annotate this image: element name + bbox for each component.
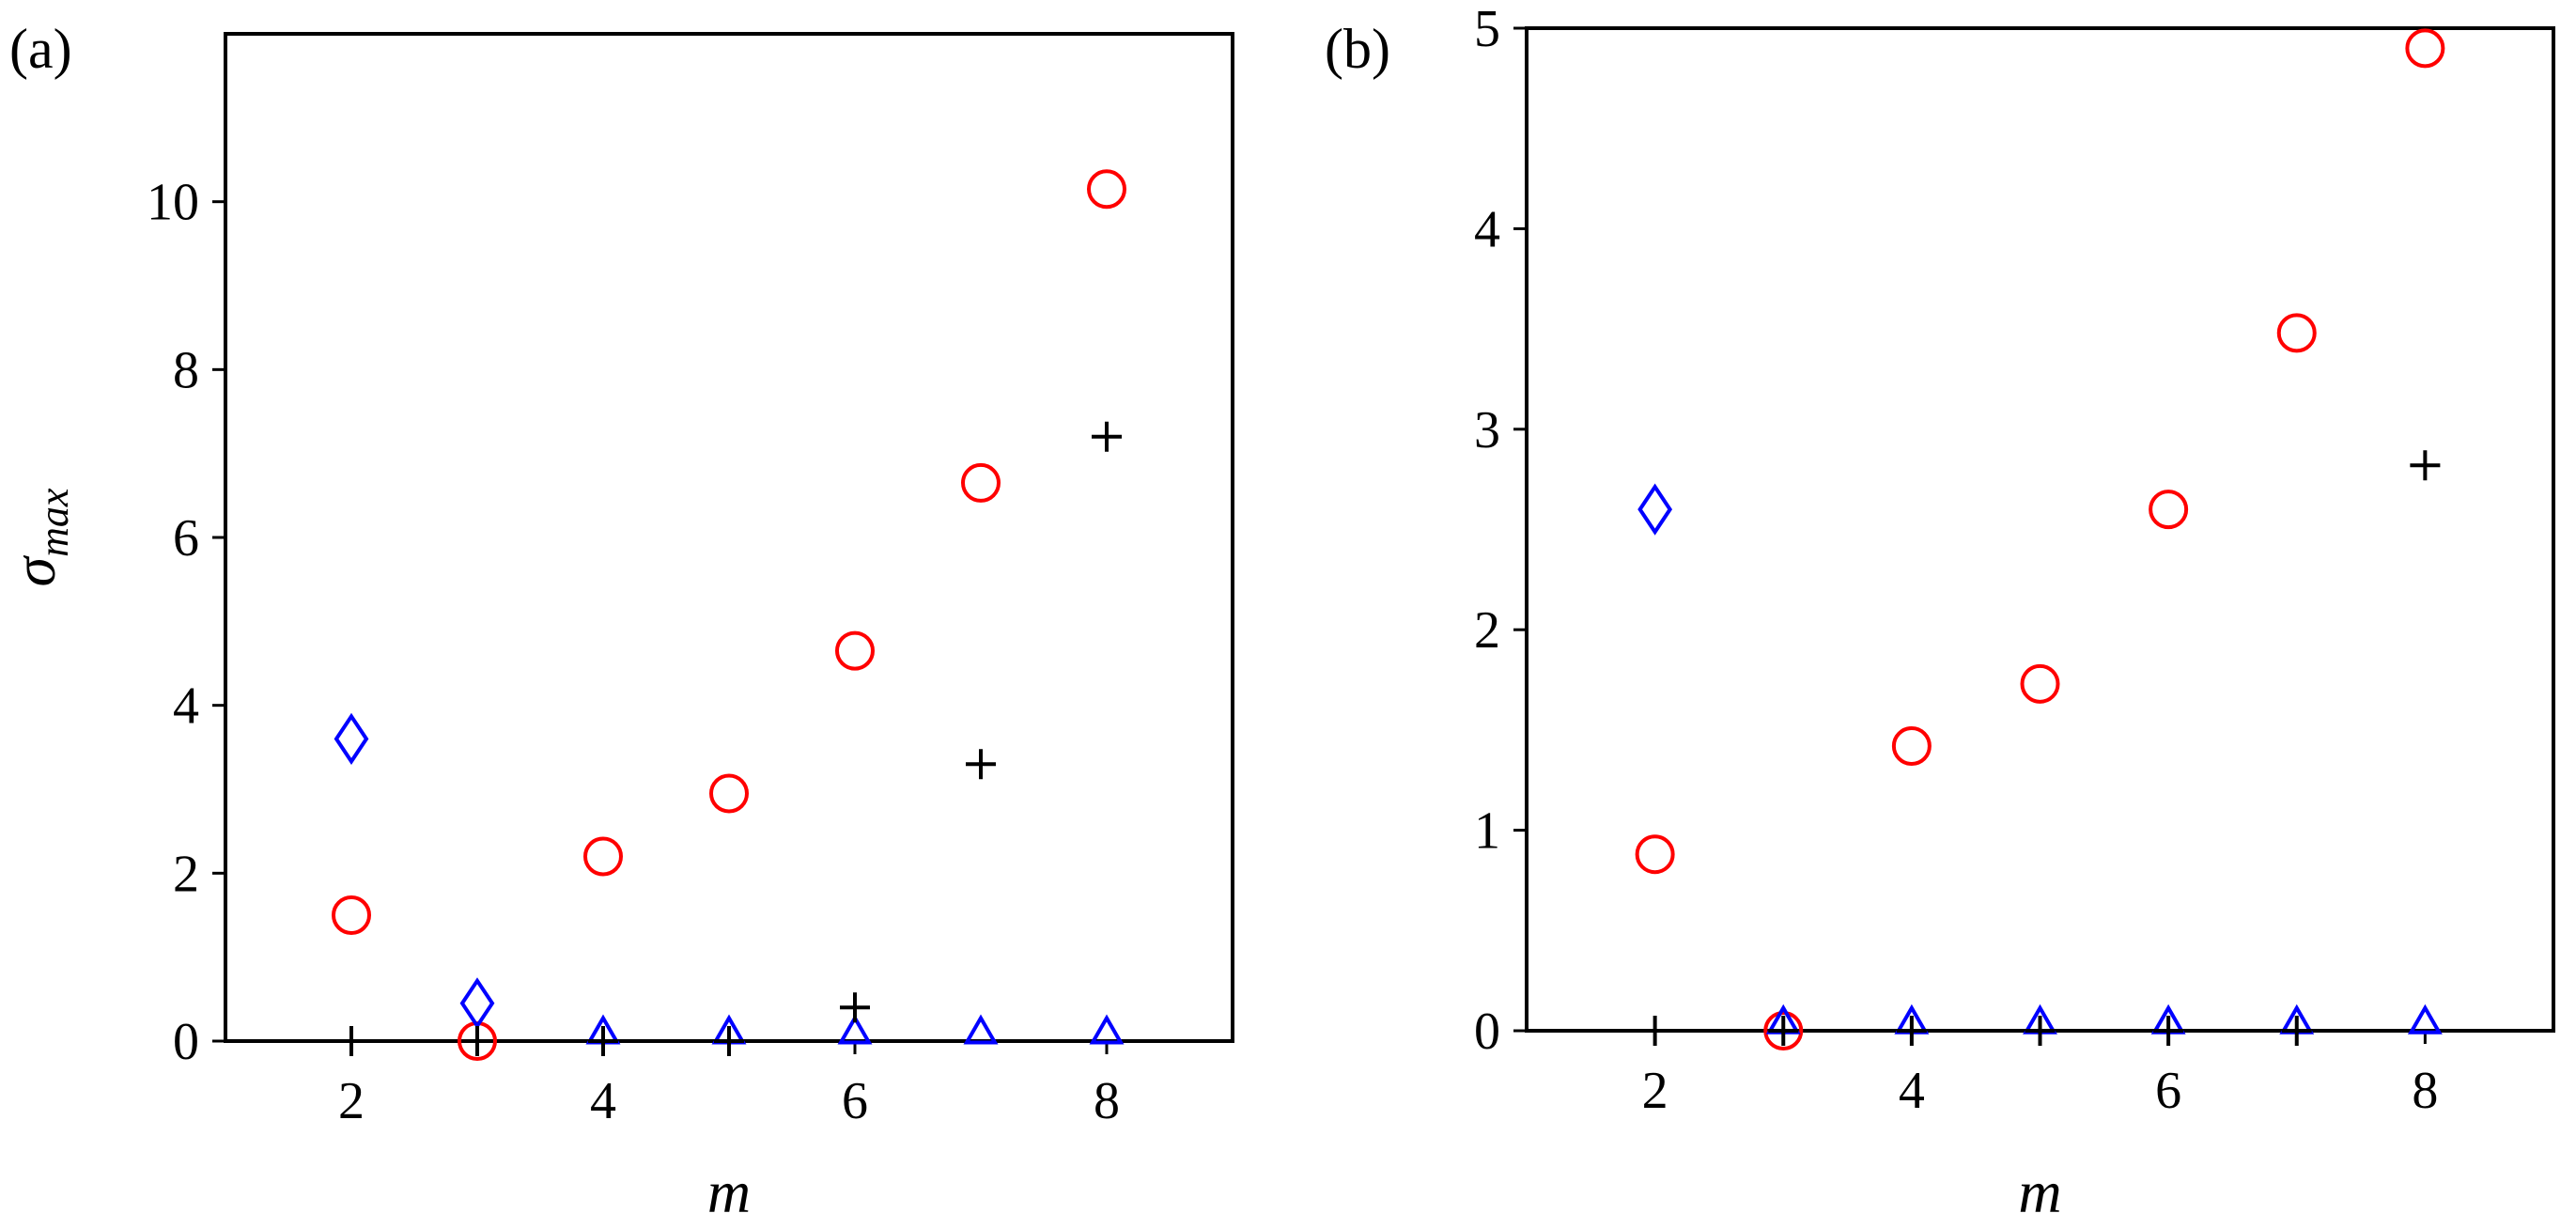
- panel-label: (a): [9, 18, 72, 80]
- x-tick-label: 2: [1642, 1062, 1668, 1120]
- x-axis-label: m: [707, 1159, 751, 1225]
- y-tick-label: 2: [173, 845, 199, 903]
- circle-point: [332, 895, 371, 935]
- y-axis-label-subscript: max: [31, 488, 77, 557]
- plus-point: [714, 1026, 744, 1056]
- x-axis-label: m: [2018, 1159, 2061, 1225]
- diamond-point: [1637, 483, 1673, 536]
- panel-label: (b): [1325, 18, 1390, 80]
- y-tick-label: 4: [1474, 200, 1500, 258]
- y-tick-label: 6: [173, 509, 199, 568]
- plus-point: [1092, 421, 1122, 452]
- panel-b: 2 4 6 8 0 1 2 3 4 5 (b) m: [1325, 0, 2555, 1225]
- plus-point: [588, 1026, 618, 1056]
- plus-point: [336, 1026, 366, 1056]
- triangle-point: [837, 1014, 873, 1045]
- y-tick-label: 5: [1474, 0, 1500, 58]
- plot-frame: [1525, 26, 2555, 1033]
- plus-point: [2025, 1016, 2056, 1046]
- circle-point: [835, 630, 875, 671]
- circle-point: [2276, 313, 2317, 353]
- plus-point: [1768, 1016, 1799, 1046]
- diamond-point: [334, 712, 369, 766]
- diamond-point: [459, 977, 495, 1030]
- x-tick-label: 6: [842, 1072, 868, 1130]
- circle-point: [1763, 1011, 1804, 1050]
- plus-point: [462, 1026, 492, 1056]
- circle-point: [1087, 169, 1126, 210]
- circle-point: [2405, 28, 2445, 69]
- x-tick-label: 6: [2155, 1062, 2181, 1120]
- plus-point: [1896, 1016, 1927, 1046]
- y-tick-label: 2: [1474, 601, 1500, 660]
- plus-point: [840, 992, 870, 1023]
- y-axis-label: σmax: [1, 488, 77, 586]
- y-tick-label: 4: [173, 677, 199, 736]
- x-tick-label: 8: [1094, 1072, 1120, 1130]
- triangle-point: [963, 1014, 999, 1045]
- plus-point: [2281, 1016, 2312, 1046]
- circle-point: [583, 836, 623, 877]
- triangle-point: [2407, 1003, 2443, 1035]
- plot-frame: [224, 32, 1234, 1043]
- circle-point: [2149, 490, 2189, 530]
- plus-point: [966, 749, 996, 780]
- triangle-point: [1089, 1014, 1125, 1045]
- panel-a: 2 4 6 8 0 2 4 6 8 10 (a) m σmax: [1, 18, 1234, 1225]
- plus-point: [2153, 1016, 2184, 1046]
- y-tick-label: 3: [1474, 401, 1500, 459]
- y-tick-label: 0: [1474, 1003, 1500, 1061]
- y-tick-label: 8: [173, 341, 199, 399]
- circle-point: [709, 773, 749, 814]
- plus-point: [1639, 1016, 1670, 1046]
- x-tick-label: 8: [2412, 1062, 2438, 1120]
- x-tick-label: 2: [338, 1072, 365, 1130]
- x-tick-label: 4: [590, 1072, 616, 1130]
- y-axis-label-symbol: σ: [1, 554, 68, 586]
- y-tick-label: 0: [173, 1013, 199, 1071]
- circle-point: [961, 462, 1001, 503]
- x-tick-label: 4: [1899, 1062, 1925, 1120]
- circle-point: [1635, 834, 1675, 875]
- y-tick-label: 1: [1474, 802, 1500, 861]
- circle-point: [1891, 725, 1932, 766]
- y-tick-label: 10: [147, 174, 199, 232]
- plus-point: [2410, 450, 2441, 481]
- circle-point: [2020, 663, 2060, 704]
